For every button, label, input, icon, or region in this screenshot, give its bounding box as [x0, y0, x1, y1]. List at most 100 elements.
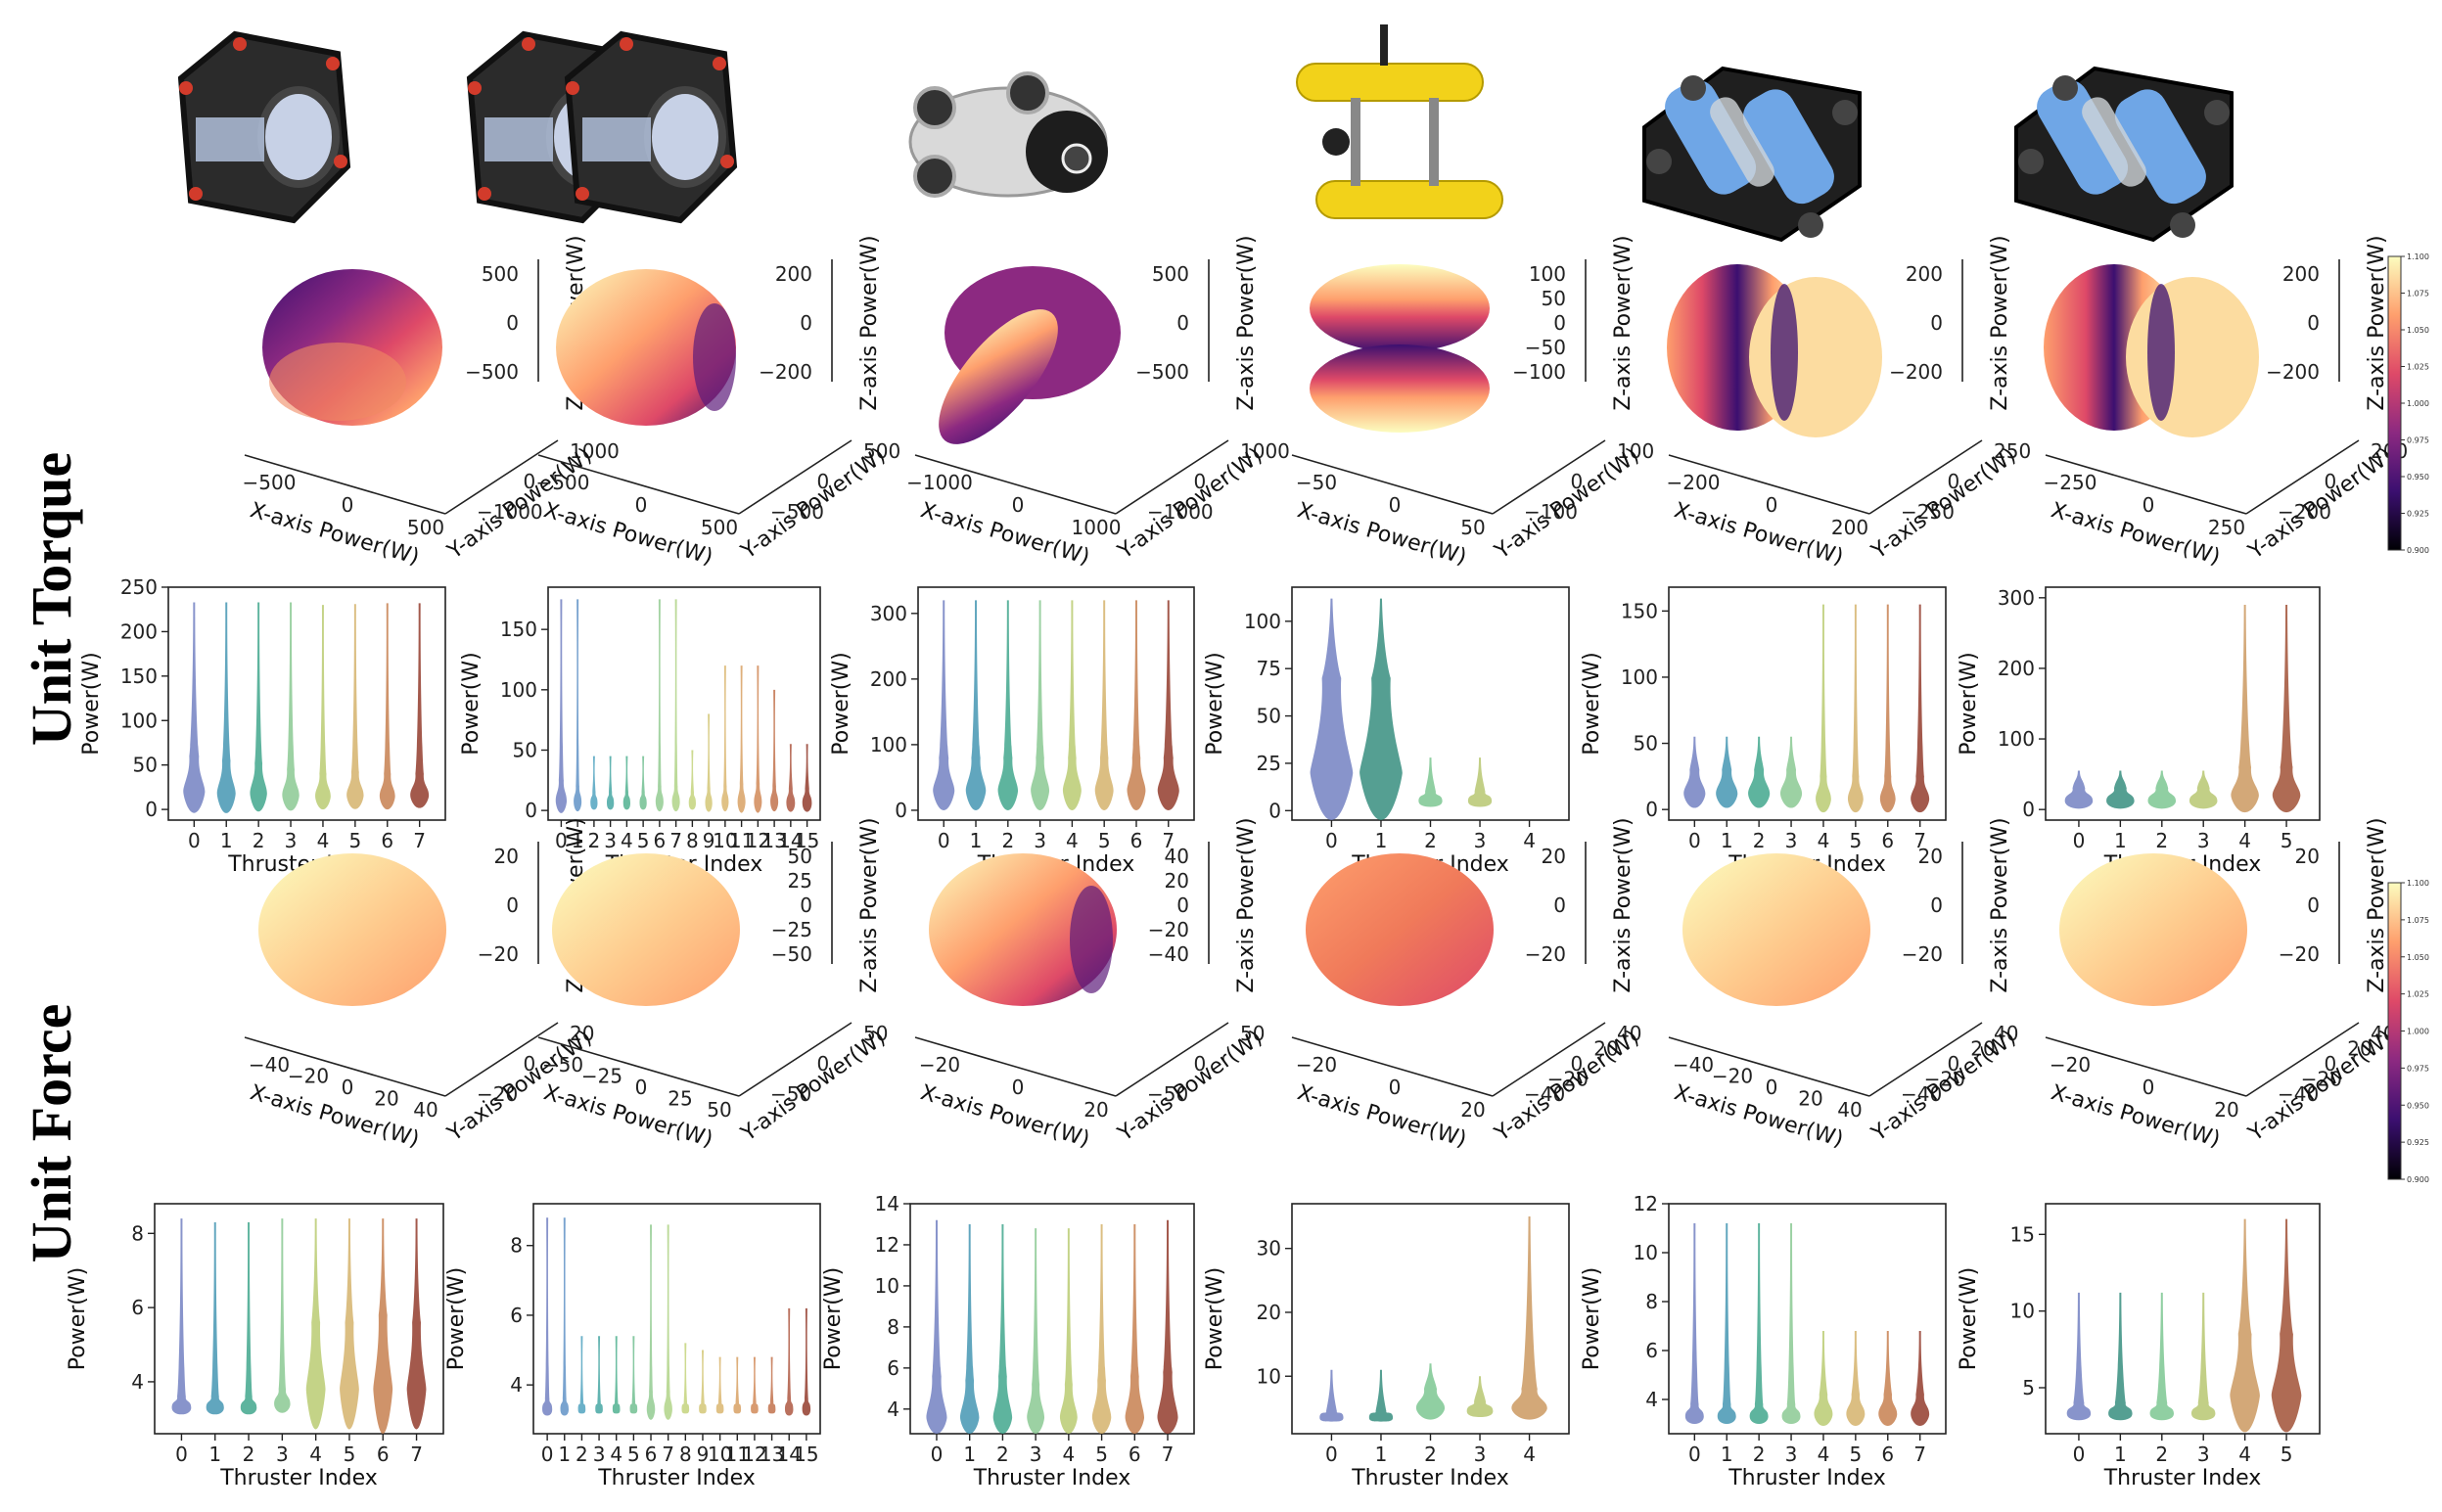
- axes-3d: [537, 842, 852, 1097]
- y-tick-label: 0: [145, 798, 158, 821]
- violin-thruster-0: [1684, 1223, 1704, 1424]
- x-tick-label: 1: [572, 829, 584, 852]
- z-tick-label: 0: [1553, 893, 1566, 917]
- y-tick-label: 6: [887, 1356, 899, 1380]
- y-tick-label: 4: [510, 1373, 523, 1397]
- x-tick-label: 2: [1424, 829, 1437, 852]
- violin-thruster-6: [1127, 600, 1146, 810]
- surface-body: [1306, 853, 1494, 1006]
- y-tick-label: 4: [887, 1397, 899, 1421]
- y-axis-label: Power(W): [66, 1267, 90, 1370]
- violin-thruster-14: [784, 1307, 794, 1416]
- y-axis-label: Y-axis Power(W): [1490, 1026, 1643, 1147]
- violin-thruster-4: [2231, 605, 2259, 813]
- violin-thruster-13: [767, 1356, 776, 1414]
- row-label-unit-torque: Unit Torque: [20, 452, 83, 746]
- violin-thruster-7: [664, 1224, 672, 1420]
- violin-thruster-5: [2272, 605, 2301, 813]
- plot-frame: [167, 586, 446, 821]
- colorbar-tick-label: 1.000: [2407, 1028, 2429, 1036]
- violin-thruster-3: [2189, 770, 2218, 809]
- violin-thruster-6: [655, 599, 664, 812]
- colorbar-force: 1.100 1.075 1.050 1.025 1.000 0.975 0.950 0.925…: [2387, 879, 2429, 1184]
- x-tick-label: 0: [1766, 493, 1778, 517]
- y-axis-label: Y-axis Power(W): [736, 1026, 890, 1147]
- y-tick-label: 300: [870, 602, 907, 625]
- x-tick-label: 7: [1913, 1443, 1926, 1466]
- x-tick-label: 5: [348, 829, 361, 852]
- z-tick-label: −200: [1889, 360, 1943, 384]
- y-tick-label: 50: [133, 754, 158, 777]
- x-tick-label: 6: [381, 829, 393, 852]
- x-tick-label: 3: [285, 829, 298, 852]
- x-tick-label: 6: [1881, 1443, 1894, 1466]
- x-tick-label: 0: [342, 493, 354, 517]
- colorbar-tick-label: 0.900: [2407, 1175, 2429, 1184]
- y-tick-label: 100: [1244, 610, 1281, 633]
- z-axis-label: Z-axis Power(W): [1234, 817, 1259, 992]
- x-tick-label: 1: [220, 829, 233, 852]
- y-tick-label: 8: [131, 1221, 144, 1245]
- violin-thruster-2: [1748, 736, 1771, 808]
- x-tick-label: −50: [1296, 471, 1337, 494]
- x-tick-label: 250: [2208, 516, 2245, 539]
- y-tick-label: 8: [887, 1315, 899, 1339]
- z-tick-label: 0: [2307, 311, 2320, 335]
- x-tick-label: 5: [1849, 829, 1862, 852]
- y-tick-label: 100: [870, 733, 907, 756]
- x-tick-label: −20: [1712, 1065, 1753, 1088]
- x-tick-label: 5: [1095, 1443, 1108, 1466]
- surface-right-lobe: [1749, 277, 1882, 437]
- violin-thruster-3: [595, 1336, 603, 1414]
- y-tick-label: 200: [1998, 657, 2035, 680]
- x-tick-label: 50: [1460, 516, 1485, 539]
- x-tick-label: 3: [1785, 1443, 1798, 1466]
- z-axis-label: Z-axis Power(W): [2365, 235, 2389, 410]
- violin-thruster-1: [965, 600, 987, 810]
- violin-thruster-6: [379, 603, 395, 810]
- x-tick-label: 25: [668, 1087, 692, 1111]
- x-tick-label: 1: [1375, 1443, 1388, 1466]
- z-tick-label: 200: [1906, 262, 1943, 286]
- violin-thruster-4: [2230, 1218, 2260, 1433]
- violin-thruster-5: [1847, 604, 1864, 813]
- colorbars: 1.100 1.075 1.050 1.025 1.000 0.975 0.950 0.925…: [2387, 252, 2429, 1184]
- y-tick-label: 0: [1194, 470, 1207, 493]
- y-axis-label: Power(W): [444, 1267, 469, 1370]
- y-tick-label: 100: [1617, 439, 1654, 463]
- z-tick-label: 200: [2282, 262, 2320, 286]
- x-axis-label: X-axis Power(W): [541, 498, 715, 570]
- x-tick-label: 2: [576, 1443, 588, 1466]
- y-tick-label: 0: [524, 470, 536, 493]
- z-axis-label: Z-axis Power(W): [2365, 817, 2389, 992]
- z-tick-label: −50: [771, 942, 812, 966]
- y-tick-label: −1000: [477, 500, 543, 524]
- y-tick-label: 30: [1257, 1237, 1281, 1260]
- z-tick-label: −200: [759, 360, 812, 384]
- y-tick-label: −1000: [1147, 500, 1214, 524]
- colorbar-tick-label: 0.975: [2407, 1064, 2429, 1073]
- violin-thruster-0: [2066, 1292, 2092, 1421]
- violin-thruster-1: [959, 1223, 980, 1434]
- y-tick-label: −200: [2278, 500, 2331, 524]
- x-tick-label: 2: [253, 829, 265, 852]
- y-tick-label: 150: [1621, 599, 1658, 622]
- x-tick-label: 7: [1162, 1443, 1175, 1466]
- y-axis-label: Power(W): [1203, 1267, 1227, 1370]
- plot-frame: [917, 586, 1195, 821]
- z-tick-label: 20: [1918, 845, 1943, 868]
- violin-thruster-3: [2190, 1292, 2216, 1421]
- x-tick-label: −20: [1296, 1053, 1337, 1077]
- y-tick-label: 50: [513, 738, 537, 761]
- x-tick-label: 3: [276, 1443, 289, 1466]
- x-tick-label: 0: [1325, 829, 1338, 852]
- violin-thruster-1: [2106, 770, 2135, 809]
- y-tick-label: 20: [1257, 1301, 1281, 1324]
- violin-thruster-2: [1415, 1363, 1446, 1420]
- bluerov-icon: [2014, 66, 2234, 243]
- y-tick-label: 0: [1571, 1052, 1584, 1076]
- plot-frame: [154, 1203, 444, 1435]
